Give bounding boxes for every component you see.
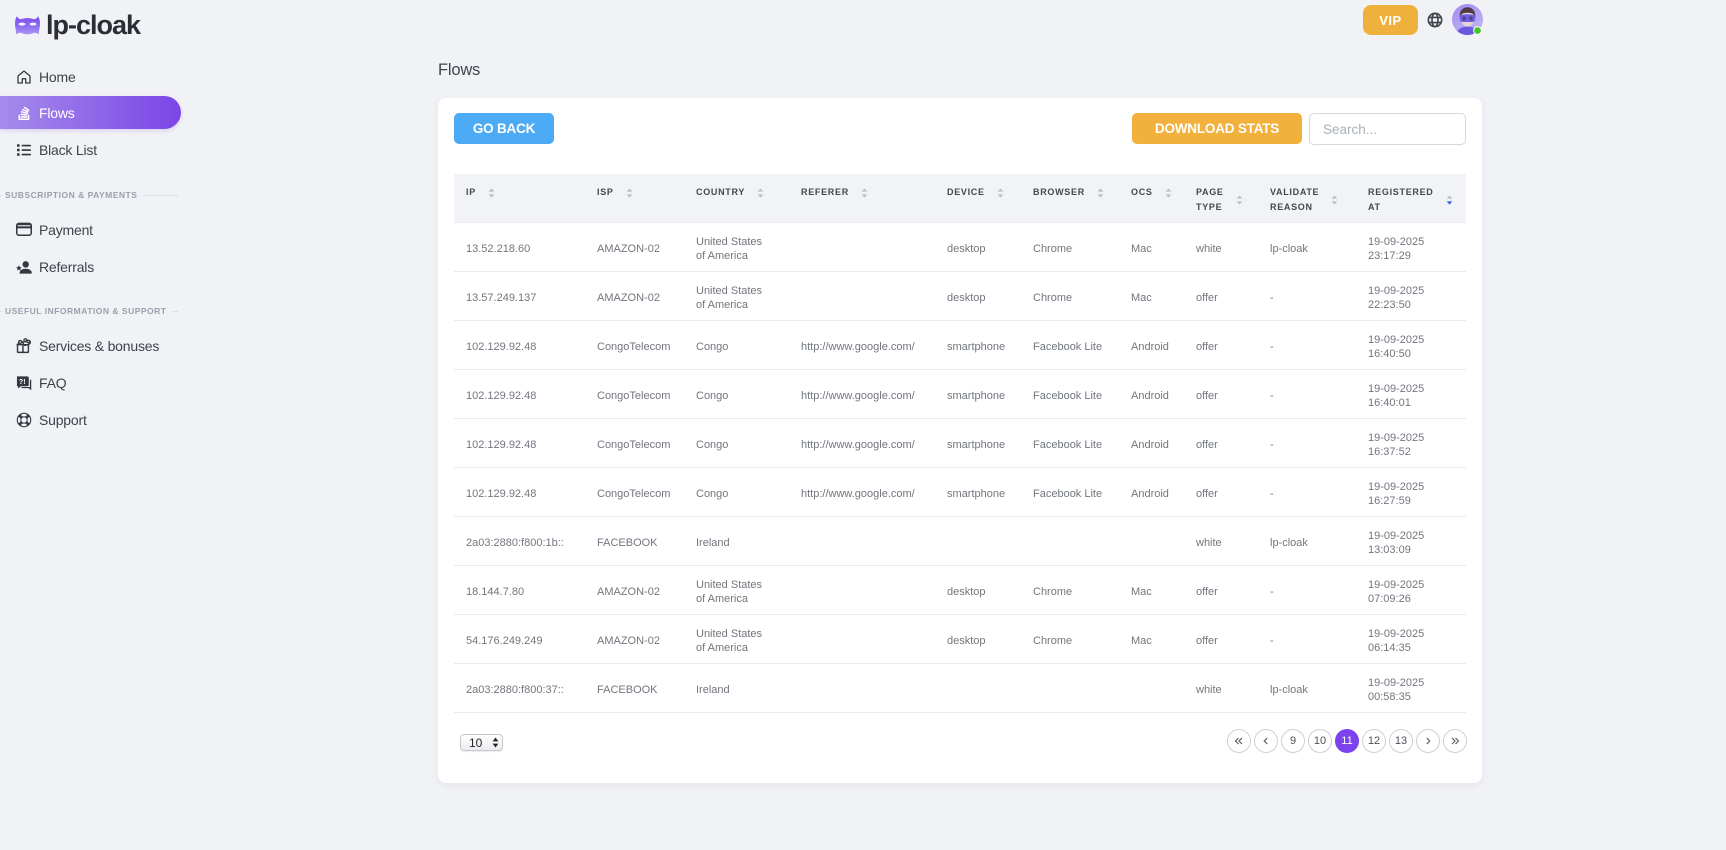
svg-text:?!: ?! — [19, 379, 26, 386]
